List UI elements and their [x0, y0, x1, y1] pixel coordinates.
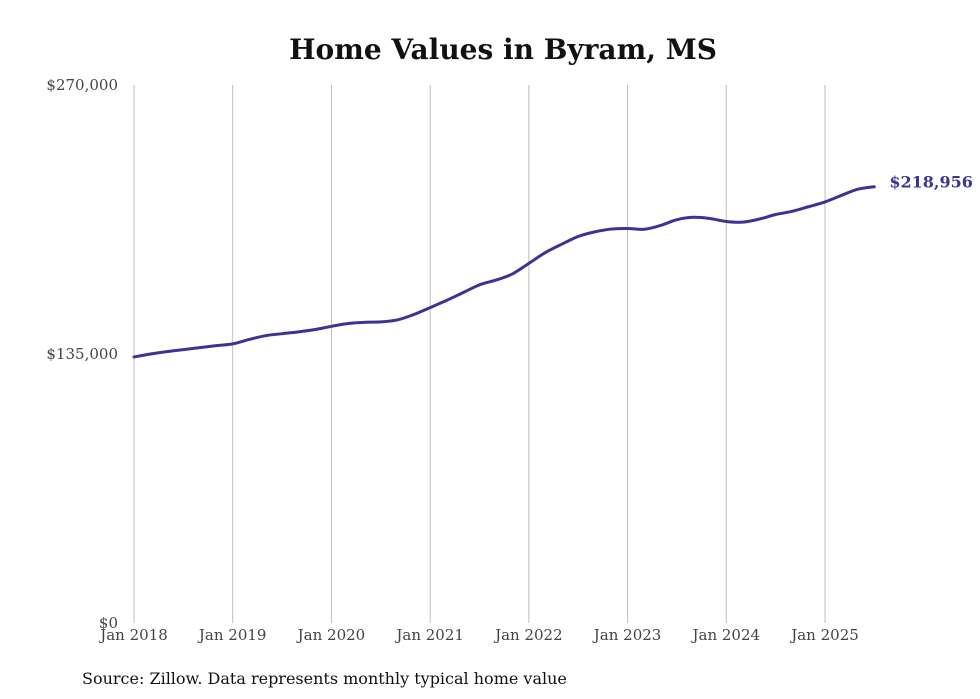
y-tick-label: $270,000 — [46, 76, 118, 94]
chart-title: Home Values in Byram, MS — [289, 33, 717, 66]
x-tick-label: Jan 2019 — [197, 626, 267, 644]
x-tick-label: Jan 2020 — [296, 626, 366, 644]
x-tick-label: Jan 2024 — [691, 626, 761, 644]
x-tick-label: Jan 2018 — [98, 626, 168, 644]
y-tick-label: $0 — [99, 614, 118, 632]
x-tick-label: Jan 2021 — [394, 626, 464, 644]
series-line — [132, 185, 876, 359]
y-axis-tick-labels: $0 $135,000 $270,000 — [46, 76, 118, 632]
y-tick-label: $135,000 — [46, 345, 118, 363]
x-tick-label: Jan 2023 — [592, 626, 662, 644]
grid-lines — [133, 85, 826, 623]
x-axis-tick-labels: Jan 2018 Jan 2019 Jan 2020 Jan 2021 Jan 2022… — [98, 626, 859, 644]
source-note: Source: Zillow. Data represents monthly … — [82, 669, 567, 688]
end-value-label: $218,956 — [889, 173, 973, 192]
x-tick-label: Jan 2025 — [789, 626, 859, 644]
x-tick-label: Jan 2022 — [493, 626, 563, 644]
